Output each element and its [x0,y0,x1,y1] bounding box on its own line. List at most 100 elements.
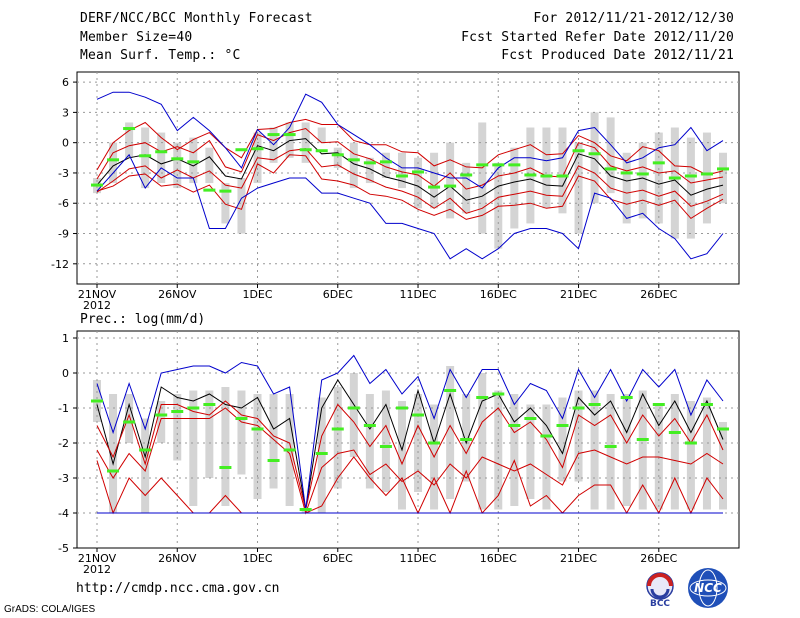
y-tick-label: -3 [58,472,69,485]
x-tick-label: 11DEC [399,288,436,301]
spread-box [365,157,374,184]
observed-marker [588,152,601,156]
spread-box [157,401,166,443]
source-url[interactable]: http://cmdp.ncc.cma.gov.cn [76,581,280,596]
spread-box [109,394,118,513]
observed-marker [107,469,120,473]
observed-marker [717,167,729,171]
precip-panel-title: Prec.: log(mm/d) [80,312,205,327]
spread-box [606,394,615,510]
observed-marker [395,406,408,410]
observed-marker [508,163,521,167]
spread-box [542,127,551,209]
forecast-produced-date: Fcst Produced Date 2012/11/21 [501,48,734,63]
observed-marker [283,448,296,452]
spread-box [397,152,406,189]
x-tick-label: 1DEC [242,552,272,565]
observed-marker [235,417,248,420]
spread-box [478,122,487,234]
y-tick-label: -5 [58,542,69,555]
spread-box [189,390,198,506]
series-ensemble-max [96,91,724,189]
observed-marker [540,434,553,438]
spread-box [141,418,150,513]
observed-marker [444,184,457,188]
spread-box [702,132,711,224]
observed-marker [524,173,537,177]
y-tick-label: -4 [58,507,69,520]
observed-marker [299,148,312,152]
observed-marker [717,427,729,431]
spread-box [173,142,182,189]
observed-marker [412,413,425,417]
observed-marker [187,160,200,164]
spread-box [397,401,406,510]
x-year-label: 2012 [83,563,111,576]
x-tick-label: 6DEC [323,288,353,301]
spread-box [157,132,166,184]
observed-marker [219,466,232,469]
spread-box [638,390,647,510]
spread-box [638,142,647,219]
spread-box [494,390,503,510]
series-outer-lower [96,154,724,220]
observed-marker [524,417,537,420]
spread-box [317,397,326,513]
spread-box [558,397,567,482]
spread-box [221,387,230,506]
y-tick-label: 0 [62,367,69,380]
observed-marker [123,420,136,424]
observed-marker [299,508,312,511]
spread-box [670,394,679,510]
observed-marker [572,149,585,153]
y-tick-label: -1 [58,402,69,415]
observed-marker [187,406,200,410]
observed-marker [620,171,633,175]
observed-marker [428,441,441,445]
observed-marker [636,438,649,441]
spread-box [237,390,246,475]
observed-marker [492,392,505,396]
spread-box [574,142,583,234]
observed-marker [604,445,617,448]
observed-marker [139,154,152,158]
spread-box [189,137,198,184]
spread-box [237,178,246,234]
observed-marker [444,389,457,392]
y-tick-label: 3 [62,106,69,119]
plot-frame [76,71,740,285]
observed-marker [251,147,264,151]
spread-box [526,404,535,499]
observed-marker [315,149,328,153]
observed-marker [347,158,360,162]
observed-marker [412,170,425,174]
spread-box [381,152,390,178]
spread-box [430,152,439,209]
spread-box [446,366,455,499]
spread-box [365,394,374,489]
observed-marker [604,167,617,171]
y-tick-label: -6 [58,197,69,210]
x-tick-label: 21NOV [78,288,117,301]
observed-marker [700,403,713,406]
spread-box [542,404,551,510]
observed-marker [652,161,665,165]
observed-marker [235,148,248,152]
series-inner-lower [96,407,724,515]
observed-marker [107,158,120,162]
spread-box [349,373,358,457]
spread-box [414,394,423,492]
precipitation-panel: 1 0 -1 -2 -3 -4 -5 21NOV 26NOV 1DEC 6DEC 11DEC 16DEC… [58,330,740,576]
spread-box [478,373,487,510]
spread-box [719,422,727,510]
x-tick-label: 26NOV [158,552,197,565]
observed-marker [91,183,103,187]
series-ensemble-min [96,153,724,260]
series-ensemble-median [96,138,724,201]
spread-box [381,390,390,492]
observed-marker [540,174,553,178]
observed-marker [492,163,505,167]
y-tick-label: 6 [62,76,69,89]
spread-box [269,394,278,489]
spread-box [462,162,471,214]
